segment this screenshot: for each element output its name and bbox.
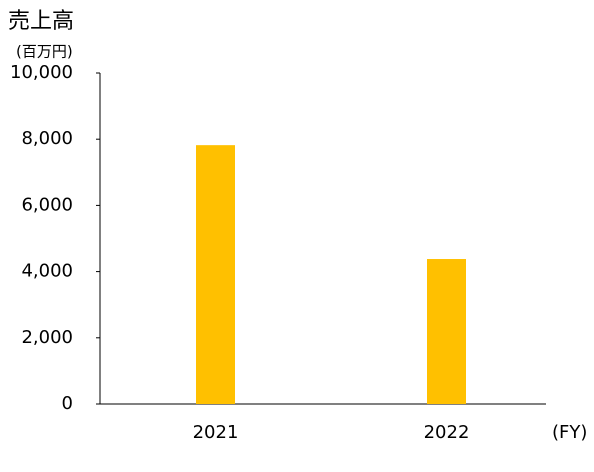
x-label: (FY) <box>552 422 587 443</box>
y-tick-label: 8,000 <box>21 128 73 149</box>
y-unit: (百万円) <box>16 43 73 61</box>
y-tick-label: 10,000 <box>10 62 73 83</box>
y-tick-label: 0 <box>62 393 73 414</box>
x-tick-label: 2022 <box>424 422 470 443</box>
bar <box>196 145 235 404</box>
x-tick-label: 2021 <box>193 422 239 443</box>
bar <box>427 259 466 404</box>
y-tick-label: 4,000 <box>21 261 73 282</box>
y-tick-label: 6,000 <box>21 194 73 215</box>
y-tick-label: 2,000 <box>21 327 73 348</box>
chart-title: 売上高 <box>8 9 74 34</box>
